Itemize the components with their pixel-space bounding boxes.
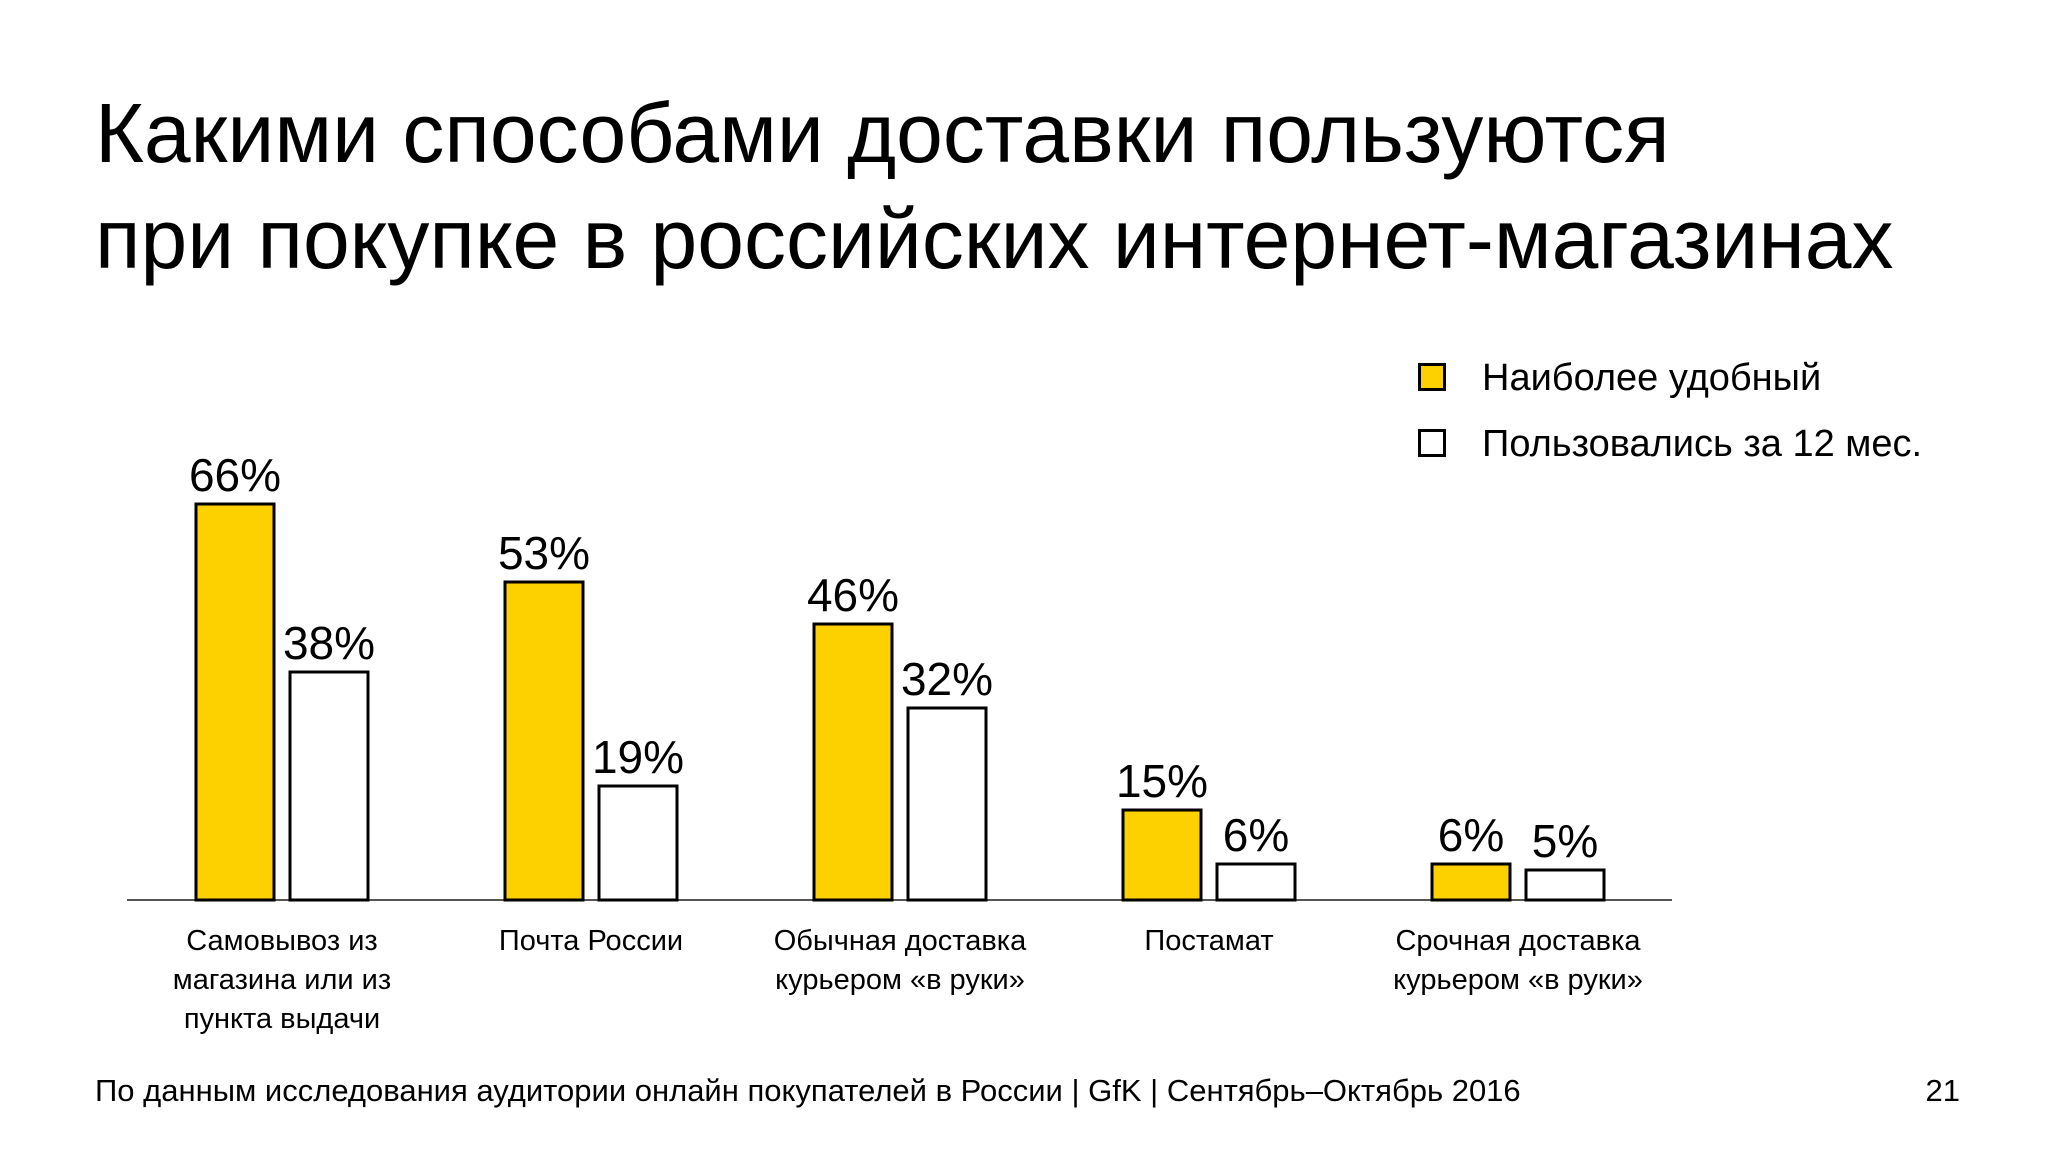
data-label-used-4: 5% — [1532, 815, 1598, 867]
data-label-favorite-4: 6% — [1438, 809, 1504, 861]
legend-swatch-favorite — [1418, 363, 1446, 391]
category-label-2: Обычная доставка курьером «в руки» — [774, 925, 1027, 996]
category-label-4-line-0: Срочная доставка — [1395, 925, 1641, 957]
slide-title-line-1: Какими способами доставки пользуются — [95, 86, 1670, 180]
category-label-2-line-0: Обычная доставка — [774, 925, 1027, 957]
data-label-favorite-1: 53% — [498, 527, 590, 579]
bar-favorite-3 — [1121, 808, 1203, 902]
data-label-used-0: 38% — [283, 617, 375, 669]
data-label-favorite-2: 46% — [807, 569, 899, 621]
footer-source: По данным исследования аудитории онлайн … — [95, 1073, 1521, 1108]
bar-favorite-0 — [194, 502, 276, 902]
category-label-0-line-2: пункта выдачи — [184, 1003, 380, 1035]
bar-favorite-1 — [503, 580, 585, 902]
data-label-used-1: 19% — [592, 731, 684, 783]
bar-used-3 — [1215, 862, 1297, 902]
bar-favorite-4 — [1430, 862, 1512, 902]
category-label-1: Почта России — [499, 925, 683, 957]
category-label-3: Постамат — [1144, 925, 1273, 957]
category-label-0-line-0: Самовывоз из — [186, 925, 377, 957]
legend-swatch-used — [1418, 429, 1446, 457]
data-label-used-3: 6% — [1223, 809, 1289, 861]
data-label-favorite-3: 15% — [1116, 755, 1208, 807]
data-label-used-2: 32% — [901, 653, 993, 705]
bar-used-0 — [288, 670, 370, 902]
bar-used-2 — [906, 706, 988, 902]
bar-favorite-2 — [812, 622, 894, 902]
category-label-4-line-1: курьером «в руки» — [1393, 964, 1643, 996]
category-label-1-line-0: Почта России — [499, 925, 683, 957]
legend-label-used: Пользовались за 12 мес. — [1482, 423, 1923, 465]
legend-label-favorite: Наиболее удобный — [1482, 357, 1822, 399]
category-label-3-line-0: Постамат — [1144, 925, 1273, 957]
category-label-0: Самовывоз из магазина или из пункта выдачи — [173, 925, 391, 1035]
category-label-2-line-1: курьером «в руки» — [775, 964, 1025, 996]
bar-used-1 — [597, 784, 679, 902]
slide-title: Какими способами доставки пользуются при… — [95, 80, 1995, 292]
category-label-0-line-1: магазина или из — [173, 964, 391, 996]
bar-used-4 — [1524, 868, 1606, 902]
data-label-favorite-0: 66% — [189, 449, 281, 501]
category-label-4: Срочная доставка курьером «в руки» — [1393, 925, 1643, 996]
slide-title-line-2: при покупке в российских интернет-магази… — [95, 192, 1894, 286]
page-number: 21 — [1925, 1073, 1960, 1108]
